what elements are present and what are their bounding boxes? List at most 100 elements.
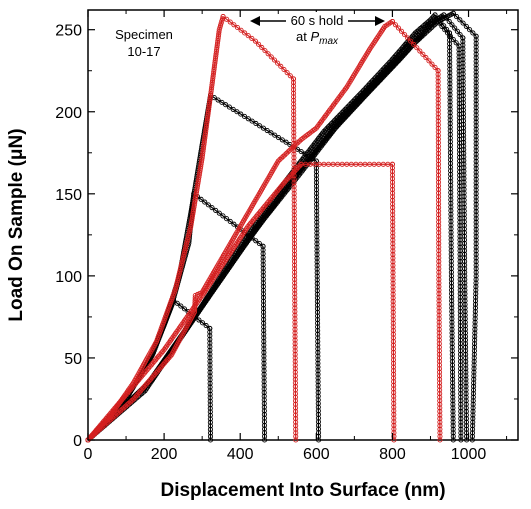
black-series-hold-point [272, 132, 278, 138]
black-series-unloading-point [456, 75, 462, 81]
black-series-hold-point [453, 40, 459, 46]
red-series-unloading-point [437, 426, 443, 432]
red-series-unloading-point [436, 251, 442, 257]
red-series-hold-point [432, 64, 438, 70]
y-tick-label: 250 [55, 23, 82, 40]
black-series-unloading-point [473, 262, 479, 268]
black-series-unloading-point [473, 251, 479, 257]
black-series-hold-point [178, 303, 184, 309]
black-series-unloading-point [457, 344, 464, 350]
red-series-unloading-point [291, 176, 297, 182]
black-series-hold-line [435, 19, 460, 47]
black-series-unloading-point [457, 194, 463, 200]
black-series-unloading-point [261, 400, 267, 407]
black-series-unloading-point [473, 276, 479, 282]
black-series-unloading-point [471, 344, 478, 350]
black-series-unloading-point [472, 323, 478, 329]
red-series-unloading-point [437, 437, 443, 443]
black-series-unloading-point [472, 341, 478, 347]
black-series-unloading-point [449, 316, 455, 322]
red-series-unloading-point [390, 186, 396, 193]
y-tick-label: 100 [55, 269, 82, 286]
red-series-unloading-point [437, 416, 443, 422]
black-series-unloading-point [450, 433, 456, 439]
black-series-unloading-point [447, 81, 453, 87]
red-series-unloading-point [292, 376, 298, 382]
black-series-unloading-point [456, 50, 462, 56]
black-series-unloading-point [450, 408, 456, 415]
black-series-unloading-point [260, 262, 266, 268]
y-tick-label: 0 [73, 433, 82, 450]
red-series-unloading-point [291, 115, 297, 121]
red-series-unloading-point [390, 360, 397, 366]
red-series-unloading-point [391, 393, 397, 399]
black-series-unloading-point [315, 397, 321, 403]
red-series-hold-point [414, 45, 420, 51]
y-tick-label: 150 [55, 187, 82, 204]
black-series-unloading-point [314, 288, 320, 294]
black-series-unloading-point [449, 333, 455, 340]
red-series-hold-point [234, 24, 241, 31]
red-series-unloading-point [291, 216, 297, 222]
black-series-unloading-point [457, 165, 463, 171]
black-series-loading-point [395, 58, 402, 64]
black-series-unloading-point [456, 111, 462, 117]
red-series-unloading-point [291, 208, 297, 214]
red-series-unloading-point [292, 269, 298, 275]
red-series-unloading-point [390, 346, 396, 352]
black-series-unloading-point [457, 230, 463, 236]
black-series-unloading-point [457, 333, 463, 340]
black-series-unloading-point [472, 330, 478, 336]
black-series-unloading-point [448, 237, 454, 243]
black-series-unloading-point [449, 366, 456, 372]
black-series-unloading-point [207, 358, 213, 364]
black-series-unloading-point [261, 404, 267, 410]
black-series-unloading-point [473, 94, 479, 100]
black-series-unloading-point [207, 369, 213, 375]
black-series-unloading-point [314, 226, 320, 232]
black-series-unloading-point [457, 151, 463, 157]
black-series-unloading-point [469, 433, 475, 439]
black-series-unloading-point [457, 241, 463, 247]
black-series-unloading-point [315, 331, 321, 337]
black-series-unloading-point [473, 76, 479, 82]
red-series-unloading-point [292, 391, 298, 397]
black-series-unloading-point [473, 230, 479, 236]
black-series-unloading-point [473, 205, 479, 211]
red-series-unloading-point [390, 357, 397, 363]
red-series-unloading-point [436, 280, 442, 286]
black-series-unloading-point [462, 301, 468, 307]
black-series-hold-point [223, 102, 229, 108]
red-series-unloading-point [436, 240, 442, 247]
black-series-unloading-point [470, 419, 476, 425]
black-series-unloading-point [473, 194, 479, 200]
black-series-unloading-point [314, 205, 320, 211]
black-series-unloading-point [447, 157, 454, 163]
black-series-unloading-point [314, 223, 320, 229]
red-series-unloading-point [436, 266, 442, 272]
black-series-unloading-point [314, 309, 321, 315]
black-series-unloading-point [460, 35, 466, 41]
black-series-unloading-point [462, 309, 468, 315]
black-series-unloading-point [457, 266, 463, 272]
x-axis-title: Displacement Into Surface (nm) [160, 480, 445, 501]
black-series-unloading-point [447, 131, 453, 138]
black-series-unloading-point [457, 223, 463, 229]
black-series-unloading-point [471, 373, 477, 379]
black-series-hold-point [449, 22, 455, 28]
black-series-unloading-point [448, 208, 454, 214]
black-series-unloading-point [462, 305, 468, 311]
black-series-unloading-point [456, 147, 463, 153]
red-series-unloading-point [390, 241, 396, 247]
black-series-unloading-point [472, 316, 478, 322]
red-series-unloading-point [292, 401, 299, 407]
black-series-unloading-point [447, 95, 453, 101]
red-series-unloading-point [389, 165, 395, 171]
black-series-unloading-point [207, 412, 213, 418]
black-series-unloading-point [261, 357, 267, 363]
black-series-unloading-point [462, 333, 468, 340]
black-series-unloading-point [473, 233, 479, 240]
black-series-unloading-point [261, 346, 267, 352]
black-series-unloading-point [463, 430, 470, 436]
black-series-unloading-point [463, 366, 469, 372]
